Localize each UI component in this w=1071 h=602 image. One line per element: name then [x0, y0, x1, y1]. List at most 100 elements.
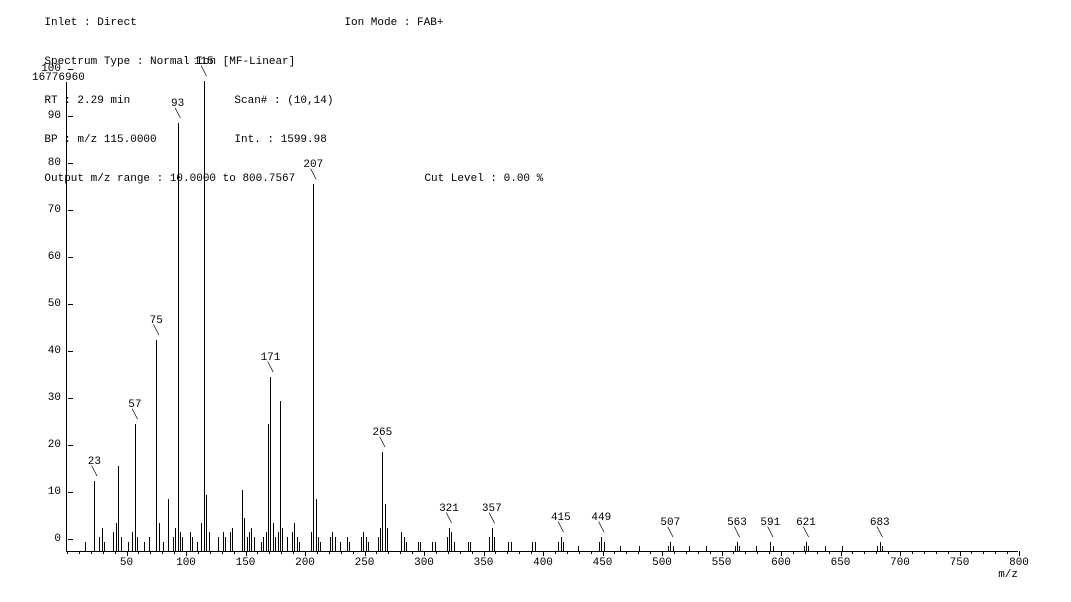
peak-label: 171╲ — [261, 353, 281, 373]
x-minor-tick — [281, 551, 282, 554]
inlet-label: Inlet : — [44, 17, 97, 29]
spectrum-peak — [494, 537, 495, 551]
x-tick-label: 450 — [593, 551, 613, 569]
spectrum-peak — [385, 504, 386, 551]
x-minor-tick — [710, 551, 711, 554]
y-tick-label: 20 — [48, 439, 67, 451]
spectrum-peak — [737, 542, 738, 551]
x-tick-label: 500 — [652, 551, 672, 569]
y-tick-label: 40 — [48, 345, 67, 357]
x-tick-label: 100 — [176, 551, 196, 569]
x-axis-title: m/z — [998, 569, 1018, 581]
x-minor-tick — [769, 551, 770, 554]
x-minor-tick — [686, 551, 687, 554]
spectrum-peak — [182, 537, 183, 551]
x-minor-tick — [115, 551, 116, 554]
spectrum-peak — [406, 542, 407, 551]
spectrum-peak — [294, 523, 295, 551]
x-minor-tick — [341, 551, 342, 554]
x-minor-tick — [864, 551, 865, 554]
x-minor-tick — [948, 551, 949, 554]
x-minor-tick — [829, 551, 830, 554]
x-minor-tick — [460, 551, 461, 554]
spectrum-peak — [242, 490, 243, 551]
x-minor-tick — [495, 551, 496, 554]
x-minor-tick — [329, 551, 330, 554]
x-minor-tick — [150, 551, 151, 554]
x-minor-tick — [257, 551, 258, 554]
spectrum-peak — [756, 546, 757, 551]
spectrum-peak — [578, 546, 579, 551]
spectrum-peak — [330, 537, 331, 551]
x-minor-tick — [805, 551, 806, 554]
x-minor-tick — [995, 551, 996, 554]
x-tick-label: 250 — [355, 551, 375, 569]
x-minor-tick — [757, 551, 758, 554]
spectrum-peak — [735, 546, 736, 551]
spectrum-peak — [449, 528, 450, 552]
x-minor-tick — [222, 551, 223, 554]
x-minor-tick — [174, 551, 175, 554]
spectrum-peak — [251, 528, 252, 552]
x-tick-label: 650 — [831, 551, 851, 569]
x-minor-tick — [269, 551, 270, 554]
spectrum-peak — [128, 542, 129, 551]
spectrum-peak — [156, 340, 157, 552]
spectrum-peak — [563, 542, 564, 551]
x-minor-tick — [507, 551, 508, 554]
spectrum-peak — [489, 537, 490, 551]
spectrum-peak — [287, 537, 288, 551]
x-minor-tick — [936, 551, 937, 554]
spectrum-peak — [773, 546, 774, 551]
spectrum-peak — [113, 532, 114, 551]
spectrum-peak — [204, 81, 205, 551]
x-minor-tick — [626, 551, 627, 554]
x-minor-tick — [376, 551, 377, 554]
x-minor-tick — [388, 551, 389, 554]
spectrum-peak — [261, 542, 262, 551]
x-minor-tick — [472, 551, 473, 554]
spectrum-peak — [420, 542, 421, 551]
spectrum-peak — [668, 546, 669, 551]
spectrum-peak — [804, 546, 805, 551]
spectrum-peak — [282, 528, 283, 552]
x-minor-tick — [234, 551, 235, 554]
spectrum-peak — [340, 542, 341, 551]
ionmode-value: FAB+ — [417, 17, 443, 29]
y-tick-label: 10 — [48, 486, 67, 498]
x-minor-tick — [912, 551, 913, 554]
spectrum-peak — [175, 528, 176, 552]
spectrum-peak — [880, 542, 881, 551]
spectrum-peak — [132, 532, 133, 551]
x-minor-tick — [733, 551, 734, 554]
x-minor-tick — [436, 551, 437, 554]
inlet-value: Direct — [97, 17, 137, 29]
x-minor-tick — [924, 551, 925, 554]
x-minor-tick — [519, 551, 520, 554]
spectrum-peak — [254, 537, 255, 551]
peak-label: 415╲ — [551, 513, 571, 533]
spectrum-peak — [163, 542, 164, 551]
peak-label: 683╲ — [870, 518, 890, 538]
spectrum-peak — [144, 542, 145, 551]
spectrum-peak — [311, 532, 312, 551]
x-minor-tick — [198, 551, 199, 554]
x-tick-label: 150 — [236, 551, 256, 569]
x-minor-tick — [531, 551, 532, 554]
y-tick-label: 90 — [48, 110, 67, 122]
spectrum-peak — [470, 542, 471, 551]
x-minor-tick — [888, 551, 889, 554]
spectrum-peak — [230, 532, 231, 551]
x-minor-tick — [67, 551, 68, 554]
spectrum-peak — [316, 499, 317, 551]
x-minor-tick — [638, 551, 639, 554]
spectrum-peak — [380, 528, 381, 552]
x-tick-label: 300 — [414, 551, 434, 569]
spectrum-peak — [468, 542, 469, 551]
peak-label: 591╲ — [760, 518, 780, 538]
spectrum-peak — [94, 481, 95, 552]
spectrum-peak — [561, 537, 562, 551]
spectrum-peak — [349, 542, 350, 551]
spectrum-peak — [197, 542, 198, 551]
spectrum-peak — [620, 546, 621, 551]
